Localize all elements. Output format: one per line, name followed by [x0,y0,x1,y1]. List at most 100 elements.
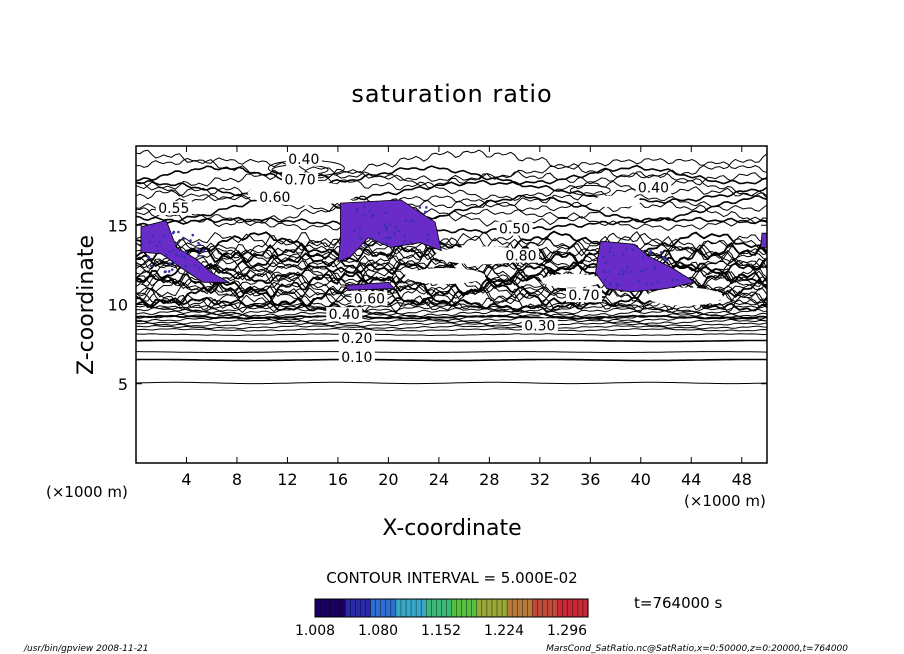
y-tick-label: 15 [108,216,128,235]
shade-speck [170,268,174,271]
colorbar-cell [370,599,377,617]
shade-speck [621,272,625,276]
contour-line [136,164,767,186]
shade-speck [171,248,175,252]
shade-speck [155,244,159,248]
contour-line [136,339,767,343]
shade-speck [164,270,168,273]
colorbar-cell [502,599,508,617]
x-tick-label: 24 [429,470,449,489]
x-axis-label: X-coordinate [382,516,521,541]
supersaturated-regions [140,181,767,306]
colorbar-cell [557,599,564,617]
shade-speck [626,265,629,269]
y-ticks: 5 10 15 [108,216,767,394]
shade-speck [355,207,359,211]
x-tick-label: 20 [378,470,398,489]
colorbar-cell [350,599,357,617]
contour-line [136,149,767,180]
shade-speck [387,236,390,240]
shade-speck [198,267,201,270]
colorbar-cell [522,599,528,617]
contour-line [136,314,767,320]
shade-speck [680,274,684,277]
colorbar-tick-label: 1.080 [358,623,398,639]
shade-speck [641,250,645,254]
unsaturated-pocket [646,287,723,306]
shade-speck [643,268,647,272]
y-unit-label: (×1000 m) [46,483,128,501]
colorbar-cell [461,599,468,617]
shade-speck [168,250,172,254]
shade-speck [385,236,388,240]
shade-speck [671,278,675,282]
colorbar-cell [325,599,331,617]
x-tick-label: 32 [530,470,550,489]
contour-line [136,358,767,362]
shade-speck [197,248,201,251]
shade-speck [201,250,205,253]
contour-line [136,216,767,234]
unsaturated-pocket [590,195,641,208]
shade-speck [385,228,389,231]
shade-speck [608,250,612,254]
x-ticks: 4 8 12 16 20 24 28 32 36 40 44 48 [181,146,752,489]
shade-speck [649,252,652,256]
shade-speck [377,231,381,235]
shade-speck [409,219,413,223]
colorbar-tick-label: 1.296 [547,623,587,639]
shade-speck [621,252,625,256]
contour-label: 0.10 [341,350,372,366]
shade-speck [603,278,607,281]
footer-right: MarsCond_SatRatio.nc@SatRatio,x=0:50000,… [546,644,848,654]
shade-speck [360,236,363,240]
shade-speck [177,230,180,234]
colorbar-cell [577,599,584,617]
shade-speck [353,229,356,232]
x-tick-label: 28 [479,470,499,489]
contour-line [136,179,767,205]
shade-speck [664,259,668,263]
shade-speck [371,214,374,218]
colorbar-cell [421,599,427,617]
colorbar-cell [441,599,448,617]
contour-label: 0.40 [638,180,669,196]
contour-line [136,157,767,182]
shade-speck [620,269,624,272]
contour-label-bg [155,200,192,215]
shade-speck [625,270,628,274]
shade-speck [355,209,359,213]
colorbar-cell [517,599,523,617]
x-tick-label: 16 [328,470,348,489]
shade-speck [662,256,665,259]
colorbar-ticks: 1.008 1.080 1.152 1.224 1.296 [295,623,587,639]
colorbar-frame [314,598,589,618]
shade-speck [388,223,392,226]
shade-speck [641,256,645,259]
shade-speck [664,257,667,261]
contour-loop [569,184,611,196]
shade-speck [618,272,621,276]
shade-speck [384,225,388,229]
colorbar-cell [507,599,513,617]
contour-label-bg [285,151,322,166]
colorbar-cell [330,599,336,617]
y-tick-label: 5 [118,375,128,394]
contour-line [136,230,767,258]
shade-speck [631,248,635,252]
supersaturated-region [594,240,697,293]
colorbar-cell [542,599,549,617]
contour-label-bg [338,349,375,364]
colorbar-cell [471,599,478,617]
shade-speck [384,211,388,215]
shade-speck [363,205,366,209]
contour-label-bg [635,180,672,195]
contour-line [136,242,767,271]
contour-label-bg [326,307,363,322]
shade-speck [426,232,429,236]
chart-title: saturation ratio [351,80,552,108]
footer-left: /usr/bin/gpview 2008-11-21 [23,644,148,654]
contour-label: 0.70 [568,288,599,304]
shade-speck [174,253,178,256]
